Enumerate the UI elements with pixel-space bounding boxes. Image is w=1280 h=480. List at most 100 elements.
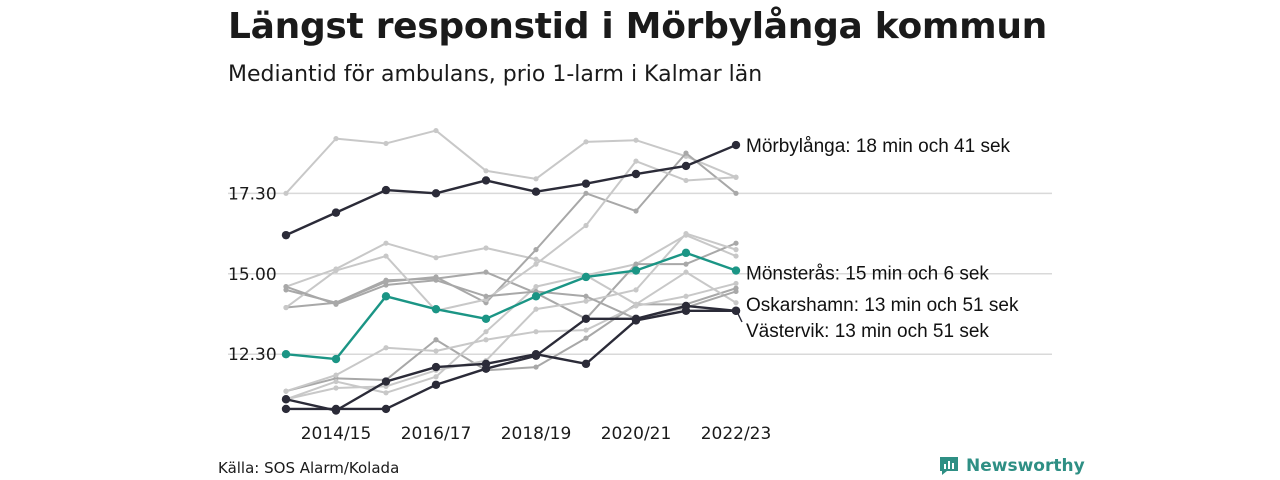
data-point	[433, 348, 439, 354]
data-point	[733, 174, 739, 180]
series-line	[285, 234, 737, 288]
data-point	[433, 277, 439, 283]
data-point	[383, 253, 389, 259]
data-point	[683, 177, 689, 184]
data-point	[383, 345, 389, 351]
series-line	[285, 287, 737, 393]
data-point	[533, 256, 539, 262]
data-point	[483, 329, 489, 335]
newsworthy-logo-icon	[940, 457, 958, 475]
data-point	[733, 300, 739, 306]
data-point	[633, 301, 639, 307]
data-point	[483, 168, 489, 174]
data-point	[583, 139, 589, 145]
data-point	[481, 176, 491, 185]
data-point	[581, 272, 591, 282]
grid-lines	[228, 192, 1052, 355]
data-point	[533, 306, 539, 312]
data-point	[533, 176, 539, 182]
data-point	[583, 293, 589, 299]
data-point	[483, 337, 489, 343]
series-label: Oskarshamn: 13 min och 51 sek	[746, 295, 1019, 316]
series-line	[285, 309, 736, 412]
series-label: Mönsterås: 15 min och 6 sek	[746, 264, 989, 285]
data-point	[683, 261, 689, 267]
data-point	[333, 385, 339, 391]
data-point	[331, 354, 341, 364]
data-point	[581, 359, 591, 369]
data-point	[483, 269, 489, 275]
data-point	[281, 230, 291, 240]
y-axis-ticks: 12.30 15.00 17.30	[228, 184, 277, 365]
data-point	[481, 314, 491, 324]
data-point	[633, 208, 639, 214]
data-point	[583, 327, 589, 333]
background-series	[283, 127, 739, 402]
data-point	[681, 301, 691, 311]
data-point	[383, 240, 389, 246]
data-point	[583, 298, 589, 304]
data-point	[683, 150, 689, 156]
data-point	[583, 190, 589, 196]
data-point	[583, 222, 589, 229]
data-point	[383, 140, 389, 147]
series-line	[285, 129, 737, 194]
data-point	[283, 388, 289, 394]
data-point	[633, 137, 639, 143]
series-line	[286, 304, 737, 411]
data-point	[433, 337, 439, 343]
source-note: Källa: SOS Alarm/Kolada	[218, 459, 400, 477]
data-point	[281, 395, 291, 404]
data-point	[381, 377, 391, 386]
x-tick-label: 2014/15	[301, 424, 372, 444]
data-point	[431, 304, 441, 314]
data-point	[633, 158, 639, 164]
y-tick-label: 15.00	[228, 265, 277, 285]
series-line	[285, 143, 737, 237]
data-point	[331, 208, 341, 217]
data-point	[433, 127, 439, 134]
data-point	[533, 284, 539, 290]
data-point	[281, 350, 291, 359]
data-point	[733, 247, 739, 253]
data-point	[281, 404, 291, 414]
data-point	[481, 364, 491, 373]
x-tick-label: 2018/19	[501, 424, 572, 444]
data-point	[683, 230, 689, 237]
data-point	[733, 190, 739, 196]
brand-name: Newsworthy	[966, 456, 1085, 476]
data-point	[681, 248, 691, 258]
data-point	[731, 140, 741, 150]
data-point	[433, 374, 439, 380]
data-point	[631, 169, 641, 179]
data-point	[331, 404, 341, 414]
data-point	[431, 189, 441, 198]
data-point	[381, 185, 391, 195]
data-point	[531, 351, 541, 361]
x-axis-ticks: 2014/15 2016/17 2018/19 2020/21 2022/23	[301, 424, 772, 444]
data-point	[581, 314, 591, 324]
data-point	[283, 304, 289, 311]
series-label: Västervik: 13 min och 51 sek	[746, 321, 989, 342]
data-point	[681, 161, 691, 171]
data-point	[683, 269, 689, 275]
data-point	[733, 280, 739, 287]
data-point	[383, 390, 389, 396]
data-point	[381, 404, 391, 414]
data-point	[533, 261, 539, 267]
x-tick-label: 2016/17	[401, 424, 472, 444]
highlighted-series	[281, 140, 741, 415]
chart-title: Längst responstid i Mörbylånga kommun	[228, 6, 1047, 47]
data-point	[631, 266, 641, 275]
x-tick-label: 2022/23	[701, 424, 772, 444]
data-point	[733, 253, 739, 259]
data-point	[283, 284, 289, 290]
data-point	[433, 255, 439, 261]
series-line	[285, 160, 737, 312]
data-point	[483, 293, 489, 299]
data-point	[483, 245, 489, 251]
series-label: Mörbylånga: 18 min och 41 sek	[746, 136, 1011, 157]
data-point	[731, 266, 741, 275]
data-point	[431, 380, 441, 389]
